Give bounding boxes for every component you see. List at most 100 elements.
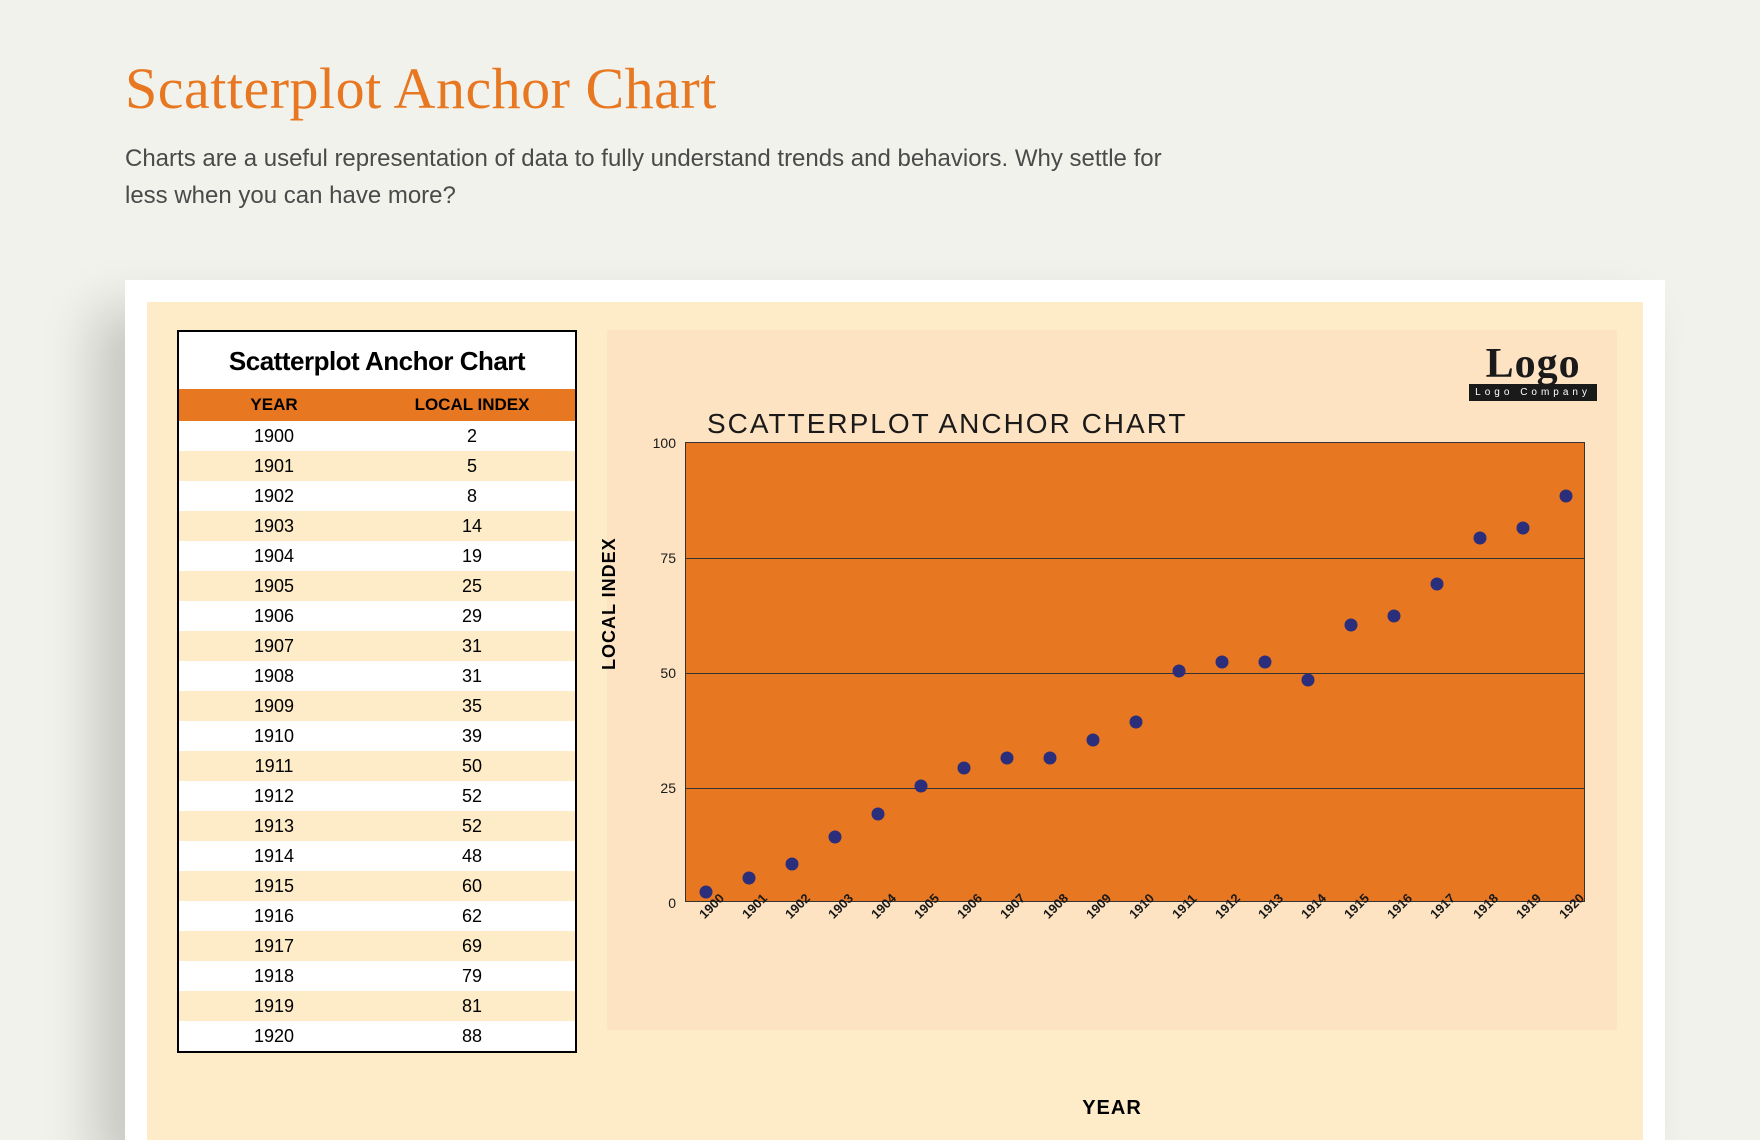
cell-index: 19 — [369, 541, 575, 571]
scatter-point — [1302, 674, 1315, 687]
scatter-point — [700, 885, 713, 898]
x-tick-label: 1918 — [1470, 891, 1501, 922]
cell-index: 62 — [369, 901, 575, 931]
table-row: 191769 — [179, 931, 575, 961]
cell-year: 1911 — [179, 751, 369, 781]
table-row: 190419 — [179, 541, 575, 571]
cell-year: 1910 — [179, 721, 369, 751]
table-row: 191981 — [179, 991, 575, 1021]
x-tick-label: 1917 — [1427, 891, 1458, 922]
cell-year: 1912 — [179, 781, 369, 811]
scatter-point — [872, 807, 885, 820]
cell-index: 14 — [369, 511, 575, 541]
scatter-point — [1130, 715, 1143, 728]
cell-index: 39 — [369, 721, 575, 751]
x-tick-label: 1915 — [1341, 891, 1372, 922]
cell-year: 1914 — [179, 841, 369, 871]
cell-year: 1913 — [179, 811, 369, 841]
cell-index: 69 — [369, 931, 575, 961]
x-tick-label: 1904 — [868, 891, 899, 922]
cell-index: 5 — [369, 451, 575, 481]
cell-index: 31 — [369, 661, 575, 691]
table-row: 191560 — [179, 871, 575, 901]
scatter-point — [1173, 665, 1186, 678]
cell-index: 79 — [369, 961, 575, 991]
x-tick-label: 1914 — [1298, 891, 1329, 922]
gridline — [686, 558, 1584, 559]
scatter-point — [1259, 655, 1272, 668]
gridline — [686, 788, 1584, 789]
table-row: 190831 — [179, 661, 575, 691]
cell-year: 1901 — [179, 451, 369, 481]
x-axis-label: YEAR — [607, 1097, 1617, 1120]
scatter-point — [1560, 490, 1573, 503]
cell-year: 1902 — [179, 481, 369, 511]
cell-year: 1918 — [179, 961, 369, 991]
cell-index: 52 — [369, 781, 575, 811]
table-header-year: YEAR — [179, 389, 369, 421]
scatter-point — [1087, 734, 1100, 747]
cell-index: 2 — [369, 421, 575, 451]
table-row: 191352 — [179, 811, 575, 841]
table-row: 191662 — [179, 901, 575, 931]
scatter-point — [743, 872, 756, 885]
x-tick-label: 1919 — [1513, 891, 1544, 922]
table-row: 191039 — [179, 721, 575, 751]
table-row: 192088 — [179, 1021, 575, 1051]
cell-index: 48 — [369, 841, 575, 871]
x-tick-label: 1913 — [1255, 891, 1286, 922]
y-tick-label: 100 — [653, 435, 676, 451]
cell-year: 1903 — [179, 511, 369, 541]
table-title: Scatterplot Anchor Chart — [179, 332, 575, 389]
cell-index: 50 — [369, 751, 575, 781]
cell-index: 25 — [369, 571, 575, 601]
table-row: 190935 — [179, 691, 575, 721]
cell-year: 1920 — [179, 1021, 369, 1051]
table-row: 19028 — [179, 481, 575, 511]
y-axis-label: LOCAL INDEX — [599, 537, 620, 670]
cell-index: 60 — [369, 871, 575, 901]
table-header-index: LOCAL INDEX — [369, 389, 575, 421]
table-body: 1900219015190281903141904191905251906291… — [179, 421, 575, 1051]
cell-index: 35 — [369, 691, 575, 721]
scatter-point — [915, 780, 928, 793]
x-tick-label: 1910 — [1126, 891, 1157, 922]
x-tick-label: 1908 — [1040, 891, 1071, 922]
document-card: Scatterplot Anchor Chart YEAR LOCAL INDE… — [125, 280, 1665, 1140]
scatter-point — [1345, 619, 1358, 632]
table-row: 191252 — [179, 781, 575, 811]
y-tick-label: 50 — [660, 665, 676, 681]
scatter-point — [1517, 522, 1530, 535]
y-tick-label: 0 — [668, 895, 676, 911]
cell-year: 1907 — [179, 631, 369, 661]
table-row: 190731 — [179, 631, 575, 661]
cell-year: 1908 — [179, 661, 369, 691]
document-inner: Scatterplot Anchor Chart YEAR LOCAL INDE… — [147, 302, 1643, 1140]
x-tick-label: 1911 — [1169, 891, 1200, 922]
x-tick-label: 1901 — [739, 891, 770, 922]
table-row: 191879 — [179, 961, 575, 991]
cell-year: 1919 — [179, 991, 369, 1021]
x-tick-label: 1906 — [954, 891, 985, 922]
y-tick-label: 75 — [660, 550, 676, 566]
scatter-point — [1044, 752, 1057, 765]
cell-index: 31 — [369, 631, 575, 661]
y-tick-label: 25 — [660, 780, 676, 796]
table-row: 190525 — [179, 571, 575, 601]
cell-index: 88 — [369, 1021, 575, 1051]
cell-index: 81 — [369, 991, 575, 1021]
scatter-point — [1216, 655, 1229, 668]
x-tick-label: 1920 — [1556, 891, 1587, 922]
chart-plot-area: 0255075100190019011902190319041905190619… — [685, 442, 1585, 902]
chart-panel: Logo Logo Company SCATTERPLOT ANCHOR CHA… — [607, 330, 1617, 1030]
cell-year: 1917 — [179, 931, 369, 961]
cell-year: 1906 — [179, 601, 369, 631]
page-title: Scatterplot Anchor Chart — [0, 0, 1760, 122]
table-row: 19002 — [179, 421, 575, 451]
cell-year: 1915 — [179, 871, 369, 901]
x-tick-label: 1905 — [911, 891, 942, 922]
cell-index: 52 — [369, 811, 575, 841]
x-tick-label: 1903 — [825, 891, 856, 922]
x-tick-label: 1902 — [782, 891, 813, 922]
table-row: 19015 — [179, 451, 575, 481]
